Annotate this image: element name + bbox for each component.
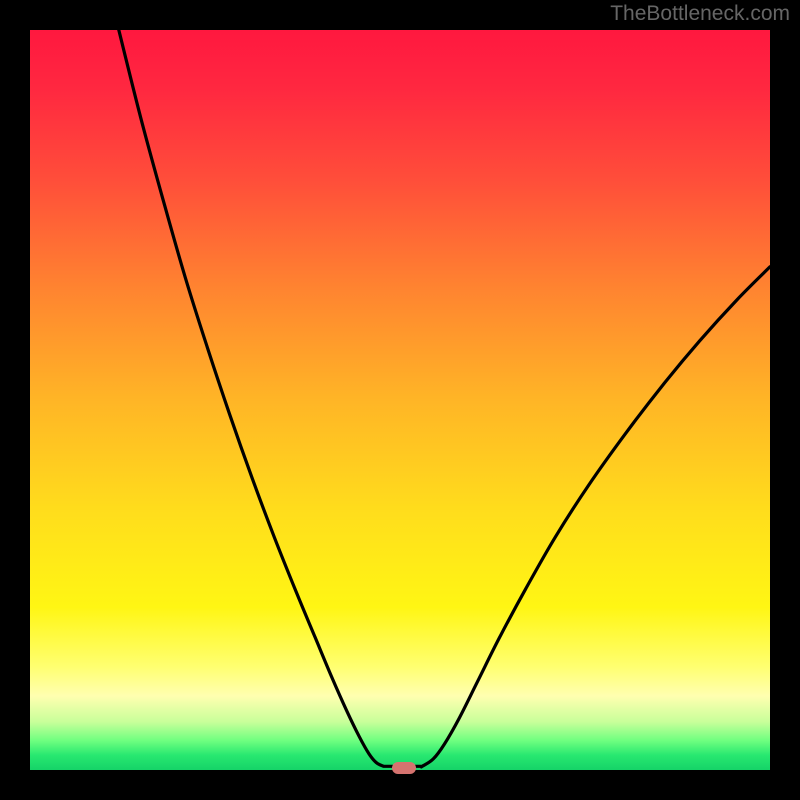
optimal-point-marker [392, 762, 416, 774]
bottleneck-curve [30, 30, 770, 770]
watermark-text: TheBottleneck.com [610, 2, 790, 26]
chart-area [30, 30, 770, 770]
